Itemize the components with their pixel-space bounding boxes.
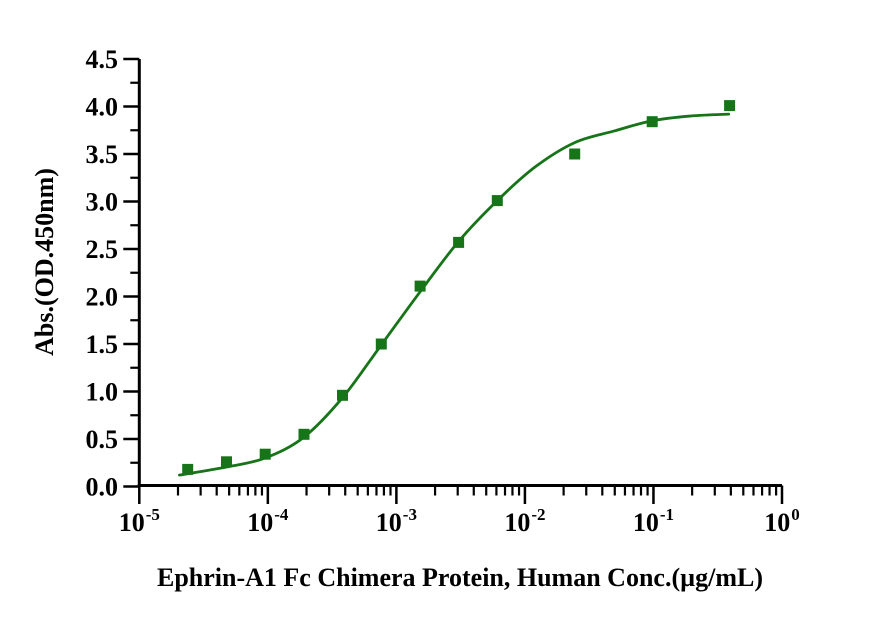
data-point-marker xyxy=(646,116,658,128)
axes xyxy=(137,59,782,487)
y-tick-label: 3.5 xyxy=(86,140,119,169)
x-tick-label: 10-1 xyxy=(633,505,674,537)
data-point-marker xyxy=(298,428,310,440)
fit-curve xyxy=(178,112,731,477)
y-tick-label: 1.0 xyxy=(86,378,119,407)
data-point-marker xyxy=(414,280,426,292)
data-point-marker xyxy=(453,236,465,248)
tick-labels: 0.0 0.5 1.0 1.5 2.0 2.5 3.0 3.5 4.0 4.5 10-5 10-4 10… xyxy=(86,45,800,537)
y-tick-label: 2.5 xyxy=(86,235,119,264)
data-point-marker xyxy=(491,195,503,207)
x-tick-label: 10-2 xyxy=(504,505,545,537)
data-point-marker xyxy=(221,456,232,468)
y-tick-label: 3.0 xyxy=(86,188,119,217)
y-tick-label: 4.0 xyxy=(86,93,119,122)
data-point-marker xyxy=(569,148,581,160)
data-point-marker xyxy=(182,463,194,475)
x-tick-label: 100 xyxy=(764,505,800,537)
data-point-marker xyxy=(724,100,736,112)
x-tick-label: 10-5 xyxy=(119,505,160,537)
data-point-marker xyxy=(337,389,348,401)
y-tick-label: 0.0 xyxy=(86,473,119,502)
y-tick-label: 1.5 xyxy=(86,330,119,359)
data-points xyxy=(182,100,736,475)
x-tick-label: 10-4 xyxy=(247,505,289,537)
y-tick-label: 4.5 xyxy=(86,45,119,74)
y-tick-label: 2.0 xyxy=(86,283,119,312)
data-point-marker xyxy=(259,448,271,460)
x-axis-title: Ephrin-A1 Fc Chimera Protein, Human Conc… xyxy=(157,563,763,592)
x-tick-label: 10-3 xyxy=(376,505,417,537)
data-point-marker xyxy=(375,338,387,350)
y-axis-title: Abs.(OD.450nm) xyxy=(30,168,59,356)
y-tick-label: 0.5 xyxy=(86,425,119,454)
tick-marks xyxy=(123,57,784,504)
